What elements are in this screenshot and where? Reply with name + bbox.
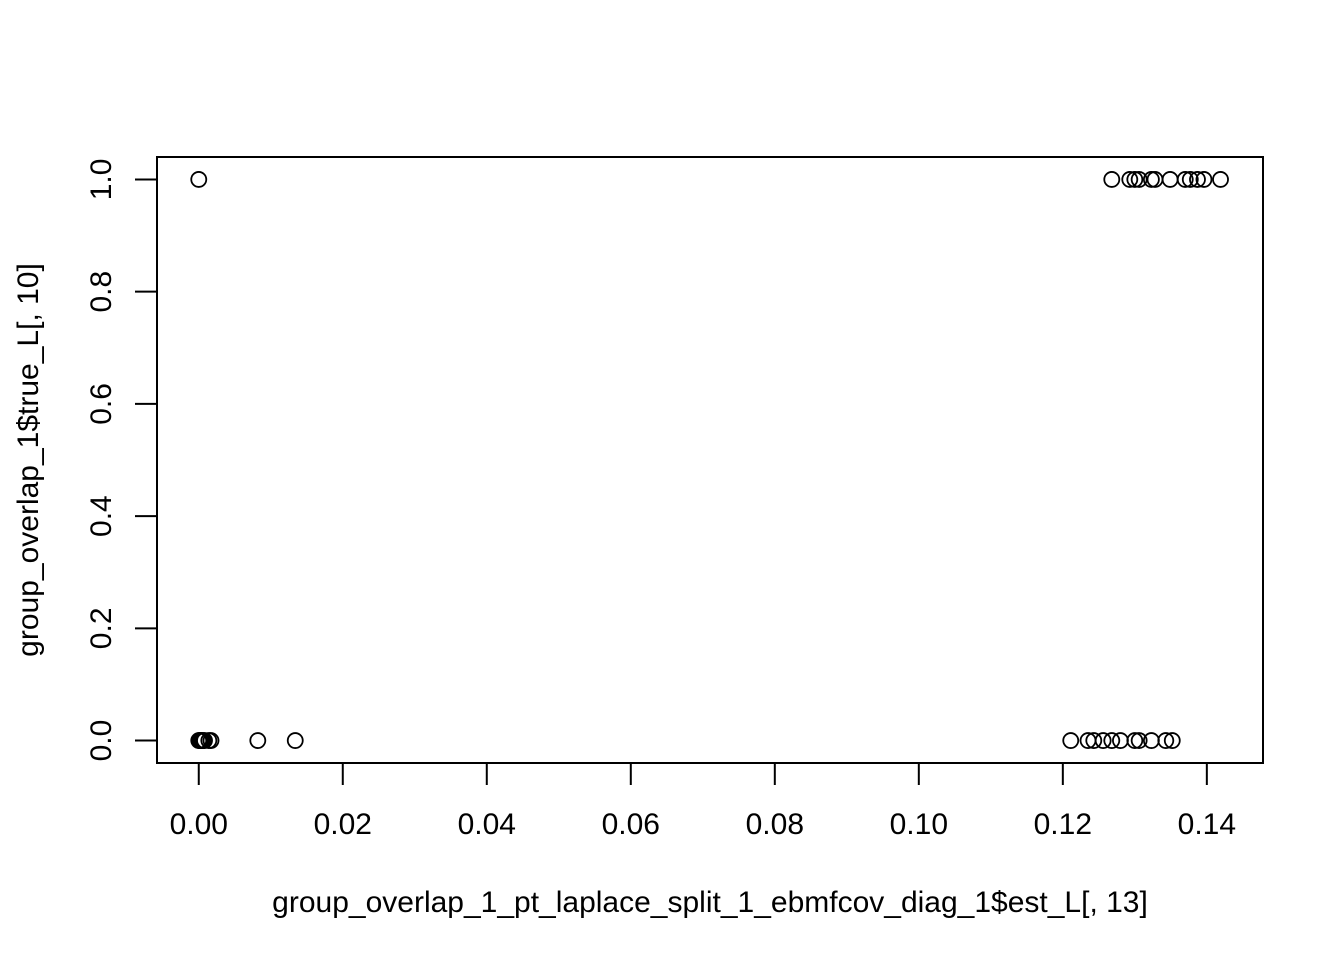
x-tick-label: 0.04 [458,808,516,841]
data-point [1163,732,1181,749]
y-tick-label: 0.2 [85,607,118,649]
data-point [249,732,267,749]
data-point [1094,732,1112,749]
data-point [1189,171,1206,188]
x-tick-label: 0.08 [746,808,804,841]
x-axis-title: group_overlap_1_pt_laplace_split_1_ebmfc… [272,886,1148,919]
y-tick-label: 1.0 [85,159,118,201]
data-point [1126,171,1144,188]
data-point [1181,171,1199,188]
y-tick-label: 0.8 [85,271,118,313]
data-point [1157,732,1175,749]
y-tick-label: 0.6 [85,383,118,425]
data-point [190,171,208,188]
y-axis-title: group_overlap_1$true_L[, 10] [12,263,45,657]
x-axis: 0.00 0.02 0.04 0.06 0.08 0.10 0.12 0.14 [170,762,1236,841]
data-point [1103,732,1121,749]
data-point [1085,732,1103,749]
y-tick-label: 0.0 [85,720,118,762]
data-point [1195,171,1213,188]
data-point [1062,732,1080,749]
x-tick-label: 0.10 [890,808,948,841]
data-point [1176,171,1194,188]
data-point [202,732,220,749]
x-tick-label: 0.06 [602,808,660,841]
data-point [1103,171,1121,188]
data-point [1130,732,1148,749]
data-points [190,171,1229,749]
data-point [196,732,213,749]
data-point [286,732,304,749]
x-tick-label: 0.14 [1178,808,1236,841]
x-tick-label: 0.12 [1034,808,1092,841]
data-point [1126,732,1144,749]
data-point [1212,171,1229,188]
x-tick-label: 0.02 [314,808,372,841]
x-tick-label: 0.00 [170,808,228,841]
data-point [1121,171,1139,188]
y-axis: 0.0 0.2 0.4 0.6 0.8 1.0 [85,159,158,762]
y-tick-label: 0.4 [85,495,118,537]
